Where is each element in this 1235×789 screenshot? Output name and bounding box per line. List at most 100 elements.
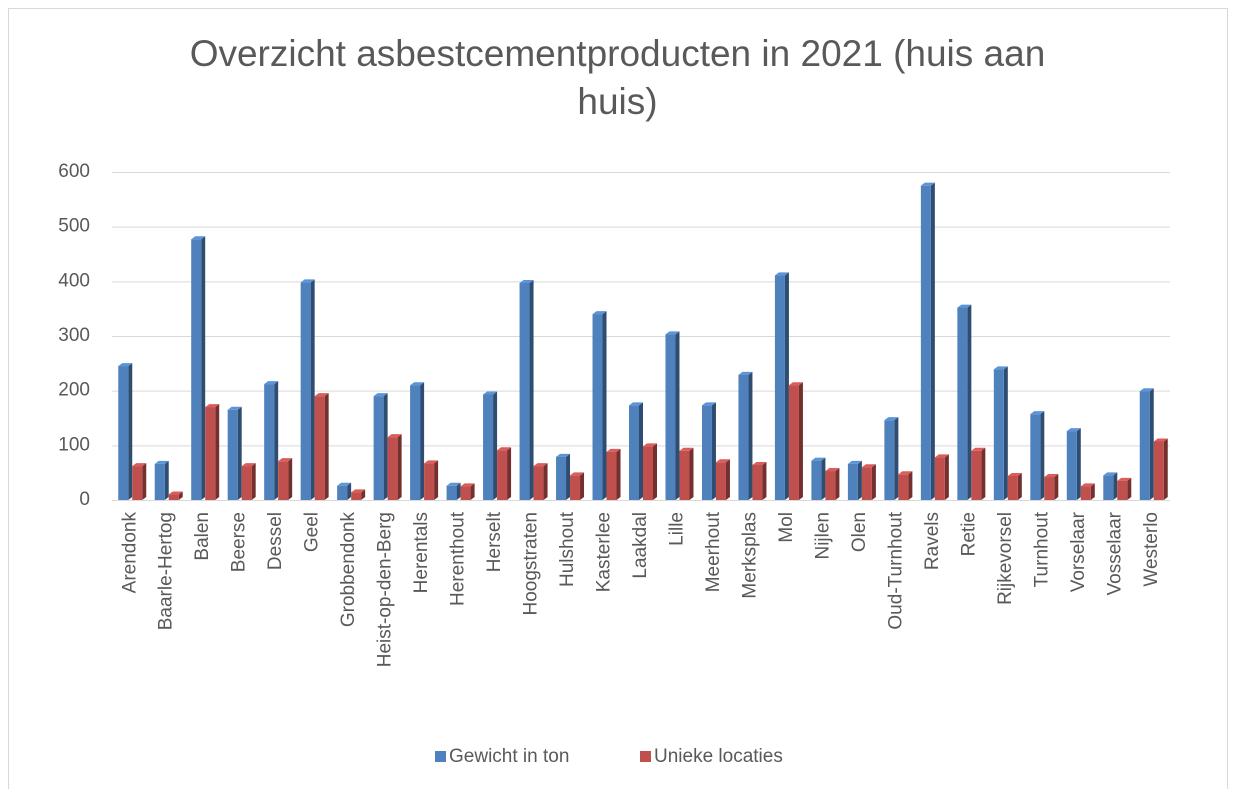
x-tick-label: Ravels xyxy=(922,512,943,570)
bar xyxy=(1030,414,1041,500)
bar xyxy=(1044,477,1055,500)
bar-top xyxy=(1153,438,1168,442)
bar xyxy=(1007,475,1018,500)
bar xyxy=(519,282,530,500)
bar-top xyxy=(679,447,694,451)
x-tick-label: Westerlo xyxy=(1141,512,1162,587)
bar-top xyxy=(993,366,1008,370)
bar xyxy=(825,471,836,500)
bar-depth xyxy=(470,483,475,500)
x-tick-label: Turnhout xyxy=(1031,511,1052,587)
bar xyxy=(191,239,202,501)
bar-depth xyxy=(798,382,803,500)
bar-top xyxy=(898,471,913,475)
bar-depth xyxy=(347,482,352,500)
bar-top xyxy=(665,331,680,335)
bar-top xyxy=(957,304,972,308)
bar-top xyxy=(191,236,206,240)
x-tick-label: Herenthout xyxy=(448,511,469,606)
bar xyxy=(373,396,384,500)
bar-depth xyxy=(639,402,643,500)
bar-depth xyxy=(857,460,862,500)
bar xyxy=(752,465,763,500)
bar-depth xyxy=(602,311,607,500)
bar-top xyxy=(811,457,826,461)
bar-depth xyxy=(1113,472,1118,500)
bar-top xyxy=(519,279,534,283)
bar-top xyxy=(861,464,876,468)
y-tick-label: 300 xyxy=(58,325,90,346)
x-tick-label: Hulshout xyxy=(557,511,578,587)
bar-top xyxy=(118,363,133,367)
bar-depth xyxy=(434,460,439,500)
legend-label: Gewicht in ton xyxy=(449,746,569,767)
bar-depth xyxy=(1127,477,1132,500)
bar xyxy=(643,446,653,500)
bar xyxy=(811,460,822,500)
bar-top xyxy=(738,371,753,375)
bar-top xyxy=(205,404,220,408)
bar-top xyxy=(300,279,315,283)
bar-top xyxy=(1044,474,1059,478)
bar xyxy=(861,467,872,500)
bar xyxy=(665,334,676,500)
x-tick-label: Laakdal xyxy=(630,512,651,579)
bar xyxy=(300,282,311,500)
bar-top xyxy=(1139,388,1154,392)
bar-depth xyxy=(1054,474,1059,500)
bar-top xyxy=(227,406,242,410)
bar xyxy=(205,407,216,500)
bar-top xyxy=(314,393,329,397)
bar-top xyxy=(920,182,935,186)
bar-depth xyxy=(288,458,293,500)
x-tick-label: Vosselaar xyxy=(1104,511,1125,595)
bar-depth xyxy=(215,404,220,500)
bar-top xyxy=(497,447,512,451)
bar-depth xyxy=(324,393,329,500)
bar xyxy=(934,457,945,500)
bar-depth xyxy=(944,454,949,500)
bar-top xyxy=(1030,411,1045,415)
bar-depth xyxy=(1163,438,1168,500)
bar xyxy=(629,405,639,500)
bar xyxy=(606,451,617,500)
bar-depth xyxy=(725,459,730,500)
bar xyxy=(1103,475,1114,500)
x-tick-label: Oud-Turnhout xyxy=(885,511,906,629)
bar xyxy=(410,385,421,500)
bar-top xyxy=(1117,477,1132,481)
bar-top xyxy=(934,454,949,458)
bar-top xyxy=(556,453,571,457)
bar-top xyxy=(643,443,657,447)
x-tick-label: Olen xyxy=(849,512,870,552)
bar xyxy=(337,485,348,500)
bar-depth xyxy=(784,272,789,500)
bar-top xyxy=(424,460,439,464)
bar-top xyxy=(825,468,840,472)
bar-top xyxy=(278,458,293,462)
bar xyxy=(774,275,785,500)
bar-top xyxy=(168,491,183,495)
bar-top xyxy=(715,459,730,463)
bar-depth xyxy=(1149,388,1154,500)
bar xyxy=(957,307,968,500)
bar-top xyxy=(1103,472,1118,476)
bar xyxy=(483,394,494,500)
bar-depth xyxy=(493,391,498,500)
y-tick-label: 400 xyxy=(58,270,90,291)
bar-top xyxy=(483,391,498,395)
bar-depth xyxy=(821,457,826,500)
x-tick-label: Vorselaar xyxy=(1068,511,1089,592)
bar xyxy=(1139,391,1150,500)
x-tick-label: Balen xyxy=(192,512,213,561)
x-tick-label: Grobbendonk xyxy=(338,512,359,628)
bar xyxy=(168,494,179,500)
bar xyxy=(679,450,690,500)
bar-depth xyxy=(748,371,753,500)
bar-top xyxy=(1066,428,1081,432)
bar-depth xyxy=(1003,366,1008,500)
bar-top xyxy=(132,463,147,467)
bar-top xyxy=(351,489,366,493)
